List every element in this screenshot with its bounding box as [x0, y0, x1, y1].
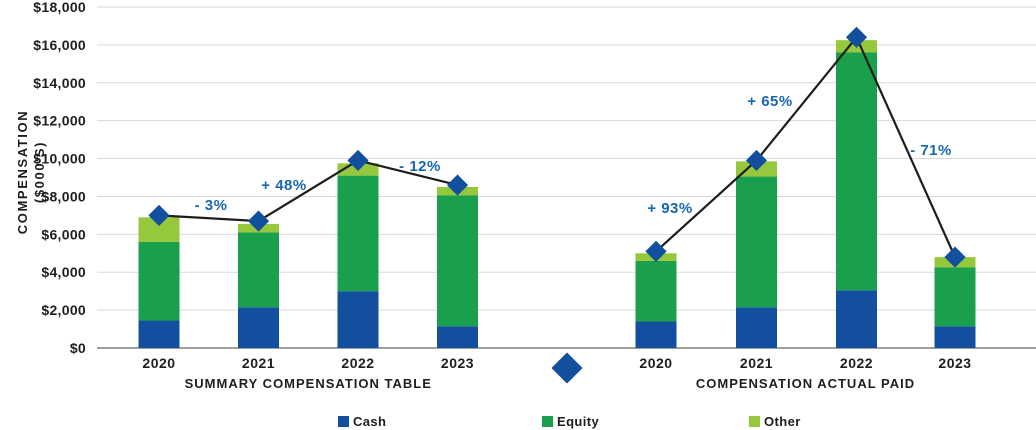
group-axis-label: COMPENSATION ACTUAL PAID [696, 376, 915, 391]
equity-swatch-icon [542, 416, 553, 427]
total-diamond-marker [944, 246, 966, 268]
legend-label-other: Other [764, 414, 801, 429]
legend: Cash Equity Other [0, 414, 1036, 430]
bar-segment-cash [736, 307, 777, 348]
bar-segment-equity [138, 241, 180, 321]
cash-swatch-icon [338, 416, 349, 427]
pct-change-label: + 93% [647, 200, 692, 217]
pct-change-label: - 71% [910, 142, 952, 159]
trend-line [158, 159, 458, 223]
bar-segment-equity [836, 52, 877, 291]
trend-line [655, 35, 957, 258]
y-tick-label: $12,000 [33, 113, 86, 129]
y-tick-label: $16,000 [33, 37, 86, 53]
x-tick-label: 2021 [740, 355, 773, 371]
x-tick-label: 2023 [441, 355, 474, 371]
bar-segment-equity [736, 176, 777, 308]
x-tick-label: 2022 [341, 355, 374, 371]
y-tick-label: $6,000 [41, 226, 86, 242]
bar-segment-cash [238, 307, 279, 348]
bar-segment-equity [437, 195, 478, 327]
x-tick-label: 2022 [840, 355, 873, 371]
diamond-legend-icon [551, 352, 583, 384]
y-tick-label: $2,000 [41, 302, 86, 318]
y-tick-label: $8,000 [41, 188, 86, 204]
other-swatch-icon [749, 416, 760, 427]
legend-label-equity: Equity [557, 414, 600, 429]
y-tick-label: $4,000 [41, 264, 86, 280]
bar-segment-cash [934, 326, 976, 348]
pct-change-label: + 65% [747, 93, 792, 110]
total-diamond-marker [745, 149, 768, 172]
y-tick-label: $18,000 [33, 0, 86, 15]
pct-change-label: - 12% [399, 158, 441, 175]
legend-label-cash: Cash [353, 414, 387, 429]
total-diamond-marker [148, 204, 170, 226]
y-tick-label: $10,000 [33, 151, 86, 167]
bar-segment-cash [836, 290, 877, 348]
legend-item-cash: Cash [338, 414, 386, 429]
bar-segment-cash [138, 320, 180, 348]
bar-segment-cash [337, 291, 379, 348]
y-tick-label: $0 [70, 340, 86, 356]
bar-segment-equity [238, 232, 279, 308]
x-tick-label: 2020 [142, 355, 175, 371]
pct-change-label: + 48% [261, 177, 306, 194]
x-tick-label: 2023 [938, 355, 971, 371]
bar-segment-equity [635, 260, 677, 322]
x-tick-label: 2021 [242, 355, 275, 371]
bar-segment-equity [337, 175, 379, 292]
y-tick-label: $14,000 [33, 75, 86, 91]
legend-item-other: Other [749, 414, 801, 429]
pct-change-label: - 3% [195, 197, 228, 214]
bar-segment-cash [635, 321, 677, 348]
total-diamond-marker [645, 240, 667, 262]
total-diamond-marker [845, 26, 868, 48]
bar-segment-cash [437, 326, 478, 348]
group-axis-label: SUMMARY COMPENSATION TABLE [185, 376, 432, 391]
bar-segment-equity [934, 267, 976, 327]
x-tick-label: 2020 [639, 355, 672, 371]
legend-item-equity: Equity [542, 414, 599, 429]
